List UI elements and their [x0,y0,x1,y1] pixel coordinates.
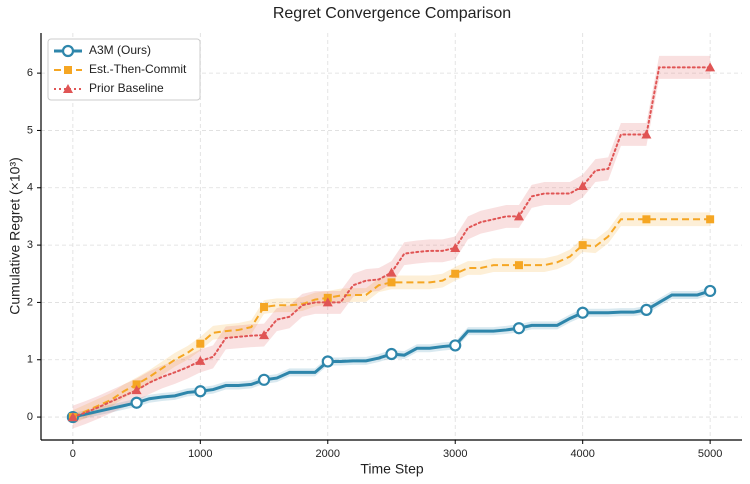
marker [67,412,78,422]
legend-box [47,38,201,101]
legend: A3M (Ours) Est.-Then-Commit Prior Baseline [47,38,201,101]
legend-label: Est.-Then-Commit [89,62,187,76]
y-tick-label: 6 [27,67,33,79]
x-axis-label: Time Step [360,461,423,477]
marker [321,355,334,368]
legend-label: A3M (Ours) [89,43,151,57]
marker [131,385,142,395]
marker [451,269,460,278]
y-tick-label: 2 [27,296,33,308]
marker [513,211,524,221]
x-tick-label: 3000 [443,448,467,460]
marker [259,330,270,340]
marker [257,373,271,386]
series-line [72,218,711,418]
marker [576,306,589,319]
y-tick-label: 1 [27,354,33,366]
y-tick-label: 0 [27,411,33,423]
x-tick-label: 0 [70,448,76,460]
marker [704,284,717,298]
marker [61,44,75,58]
marker [386,267,397,277]
marker [385,347,398,361]
y-tick-label: 5 [27,124,33,136]
marker [196,339,205,348]
x-tick-label: 5000 [698,448,722,460]
marker [706,215,715,224]
x-tick-label: 2000 [316,448,340,460]
marker [260,303,269,312]
confidence-band [72,55,711,429]
marker [578,241,587,250]
marker [132,380,141,389]
marker [641,129,652,139]
marker [449,339,462,352]
marker [195,355,206,365]
confidence-band [72,212,711,424]
marker [322,297,333,307]
marker [387,278,396,287]
y-tick-label: 3 [27,239,33,251]
x-tick-label: 1000 [188,448,212,460]
marker [514,261,523,270]
y-axis-label: Cumulative Regret (×10³) [7,157,23,315]
marker [64,66,72,74]
marker [194,385,207,398]
marker [577,181,588,191]
marker [63,84,73,93]
marker [640,303,653,316]
marker [705,62,716,72]
marker [130,396,143,409]
marker [642,215,651,224]
y-tick-label: 4 [27,182,33,194]
marker [450,242,461,252]
x-tick-label: 4000 [570,448,594,460]
chart-title: Regret Convergence Comparison [273,5,511,22]
legend-label: Prior Baseline [89,81,164,95]
marker [512,322,526,335]
